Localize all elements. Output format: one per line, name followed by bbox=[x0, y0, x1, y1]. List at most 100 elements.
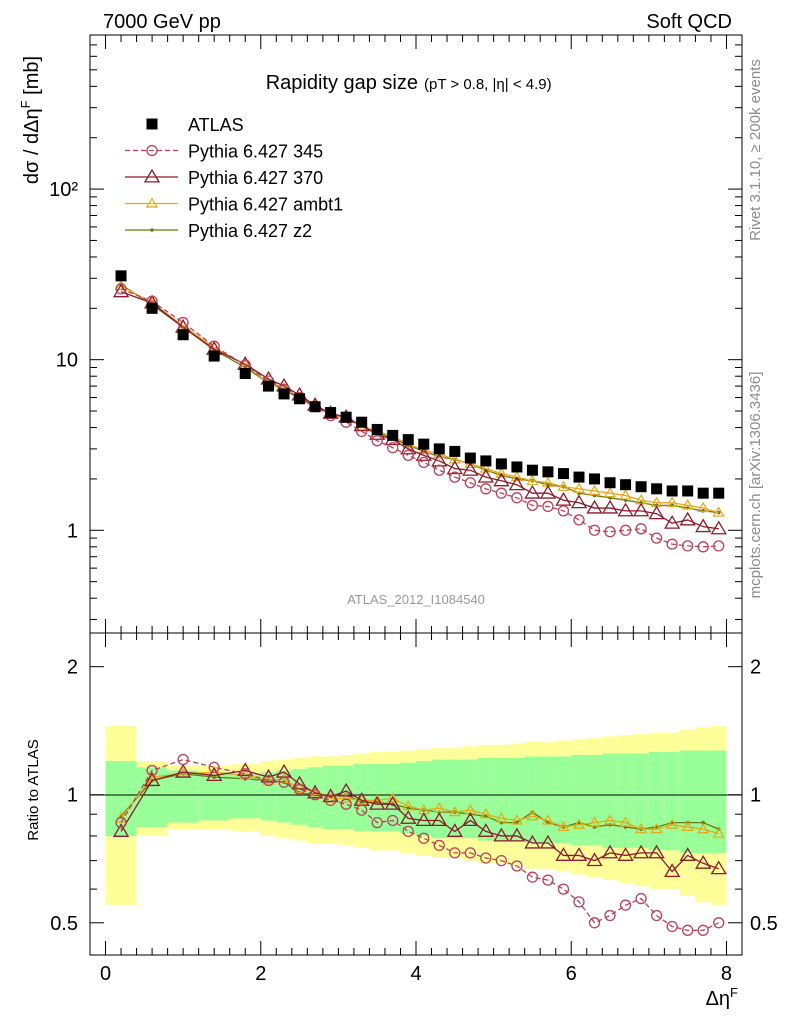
pythia-6-427-ambt1-point bbox=[386, 792, 399, 803]
pythia-6-427-345-point bbox=[666, 538, 678, 550]
pythia-6-427-345-point bbox=[371, 435, 383, 447]
x-tick-label: 4 bbox=[410, 963, 421, 985]
pythia-6-427-345-point bbox=[146, 764, 158, 777]
pythia-6-427-370-point bbox=[415, 812, 432, 827]
pythia-6-427-ambt1-point bbox=[619, 489, 632, 500]
pythia-6-427-370-point bbox=[570, 847, 588, 861]
atlas-point bbox=[208, 350, 220, 362]
legend-label-pythia-6-427-370: Pythia 6.427 370 bbox=[188, 168, 323, 188]
pythia-6-427-370-point bbox=[524, 484, 541, 499]
main-axes: 1 10 10² bbox=[49, 34, 743, 633]
pythia-6-427-345-point bbox=[713, 540, 725, 552]
pythia-6-427-345-point bbox=[542, 874, 554, 886]
pythia-6-427-345-point bbox=[262, 774, 275, 787]
pythia-6-427-ambt1-point bbox=[340, 792, 353, 803]
atlas-point bbox=[604, 477, 616, 489]
pythia-6-427-ambt1-point bbox=[635, 822, 648, 834]
energy-label: 7000 GeV pp bbox=[103, 11, 221, 33]
atlas-point bbox=[309, 401, 321, 413]
pythia-6-427-345-point bbox=[495, 487, 508, 499]
legend-marker-pythia-6-427-ambt1 bbox=[145, 197, 159, 208]
legend-label-pythia-6-427-345: Pythia 6.427 345 bbox=[188, 142, 323, 162]
pythia-6-427-ambt1-point bbox=[495, 467, 508, 478]
pythia-6-427-ambt1-point bbox=[572, 482, 586, 493]
pythia-6-427-ambt1-point bbox=[495, 812, 508, 823]
analysis-watermark: ATLAS_2012_I1084540 bbox=[347, 592, 485, 607]
pythia-6-427-345-point bbox=[635, 892, 647, 905]
atlas-point bbox=[651, 483, 663, 495]
atlas-point bbox=[418, 438, 430, 450]
pythia-6-427-345-point bbox=[433, 839, 445, 852]
legend-marker-atlas bbox=[146, 118, 158, 130]
atlas-point bbox=[387, 429, 399, 441]
atlas-point bbox=[356, 416, 368, 428]
pythia-6-427-345-point bbox=[604, 526, 616, 538]
uncertainty-band-inner bbox=[462, 759, 479, 839]
pythia-6-427-ambt1-point bbox=[697, 501, 710, 513]
pythia-6-427-345-point bbox=[557, 505, 570, 517]
x-axis-title: ΔηF bbox=[706, 985, 738, 1010]
uncertainty-band-inner bbox=[617, 753, 634, 848]
pythia-6-427-z2-line bbox=[120, 284, 719, 514]
uncertainty-band-inner bbox=[167, 770, 199, 823]
legend-marker-pythia-6-427-z2 bbox=[150, 228, 154, 232]
pythia-6-427-345-point bbox=[356, 804, 368, 816]
uncertainty-band-inner bbox=[447, 759, 463, 839]
pythia-6-427-345-point bbox=[588, 917, 601, 929]
pythia-6-427-345-point bbox=[666, 920, 678, 933]
pythia-6-427-ambt1-point bbox=[603, 814, 617, 825]
pythia-6-427-ambt1-point bbox=[557, 820, 570, 832]
pythia-6-427-345-point bbox=[115, 283, 127, 295]
pythia-6-427-370-point bbox=[555, 847, 572, 861]
pythia-6-427-ambt1-point bbox=[114, 279, 128, 291]
pythia-6-427-370-point bbox=[570, 494, 588, 509]
pythia-6-427-345-point bbox=[177, 753, 189, 766]
atlas-point bbox=[294, 393, 306, 405]
rivet-label: Rivet 3.1.10, ≥ 200k events bbox=[747, 59, 764, 241]
pythia-6-427-ambt1-point bbox=[681, 499, 694, 510]
main-y-tick-label: 1 bbox=[67, 520, 78, 542]
pythia-6-427-370-point bbox=[508, 827, 526, 842]
pythia-6-427-370-point bbox=[400, 810, 417, 824]
uncertainty-band-inner bbox=[400, 762, 416, 834]
pythia-6-427-345-point bbox=[480, 852, 492, 864]
atlas-point bbox=[557, 468, 569, 480]
x-tick-label: 0 bbox=[100, 963, 111, 985]
x-tick-label: 6 bbox=[566, 963, 577, 985]
uncertainty-band-inner bbox=[586, 754, 603, 846]
pythia-6-427-345-point bbox=[464, 847, 476, 859]
uncertainty-band-inner bbox=[633, 753, 649, 848]
pythia-6-427-345-point bbox=[526, 871, 539, 883]
pythia-6-427-370-point bbox=[446, 460, 463, 475]
pythia-6-427-345-point bbox=[177, 316, 189, 329]
atlas-point bbox=[433, 443, 445, 455]
pythia-6-427-345-point bbox=[418, 832, 430, 844]
pythia-6-427-345-point bbox=[650, 532, 663, 544]
atlas-point bbox=[402, 434, 414, 446]
pythia-6-427-370-point bbox=[508, 476, 526, 491]
pythia-6-427-370-point bbox=[477, 823, 494, 837]
pythia-6-427-370-point bbox=[648, 505, 665, 520]
pythia-6-427-345-point bbox=[635, 523, 647, 535]
atlas-point bbox=[635, 481, 647, 493]
atlas-point bbox=[263, 380, 275, 392]
atlas-point bbox=[542, 466, 554, 478]
pythia-6-427-ambt1-point bbox=[603, 486, 617, 498]
ratio-y-tick-label: 1 bbox=[67, 785, 78, 807]
pythia-6-427-370-point bbox=[477, 468, 494, 483]
pythia-6-427-345-point bbox=[713, 917, 725, 929]
pythia-6-427-370-point bbox=[601, 844, 619, 859]
atlas-point bbox=[697, 487, 709, 499]
uncertainty-band-inner bbox=[540, 756, 556, 844]
pythia-6-427-370-point bbox=[384, 795, 401, 810]
pythia-6-427-ambt1-point bbox=[541, 814, 555, 825]
plot-title: Rapidity gap size bbox=[266, 72, 418, 94]
ratio-panel: 0 2 4 6 8 0.5 1 2 0.5 1 2 Ratio to ATLAS ΔηF bbox=[25, 632, 778, 1010]
pythia-6-427-ambt1-point bbox=[402, 799, 415, 811]
legend-label-atlas: ATLAS bbox=[188, 115, 244, 135]
pythia-6-427-345-point bbox=[557, 883, 570, 895]
mcplots-label: mcplots.cern.ch [arXiv:1306.3436] bbox=[747, 372, 764, 599]
pythia-6-427-345-point bbox=[239, 768, 251, 780]
uncertainty-band-inner bbox=[338, 765, 354, 830]
